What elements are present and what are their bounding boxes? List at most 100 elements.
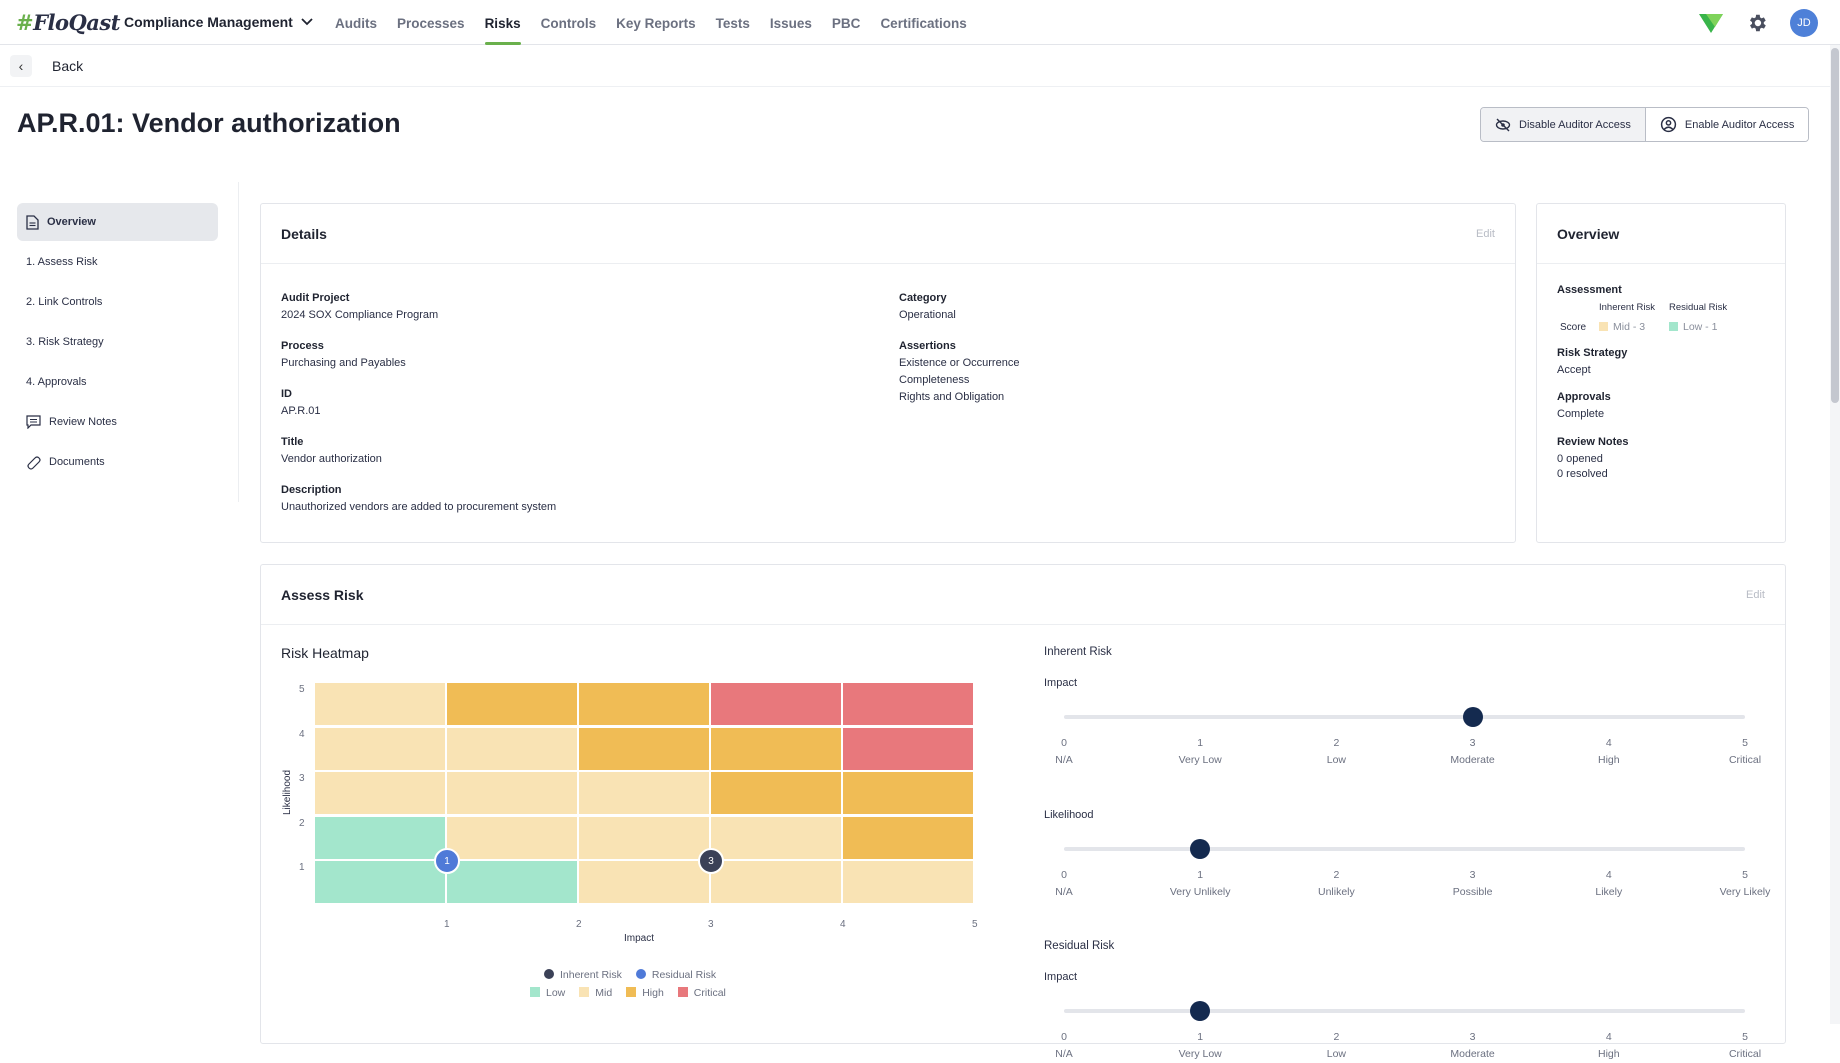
section-nav-assess-risk[interactable]: 1. Assess Risk <box>26 256 98 268</box>
slider-stop-label: Very Low <box>1178 754 1222 766</box>
legend-critical: Critical <box>677 987 726 999</box>
floqast-transform-icon[interactable] <box>1698 11 1724 35</box>
assertion-item: Existence or Occurrence <box>899 357 1020 369</box>
field-value: Vendor authorization <box>281 453 382 465</box>
nav-controls[interactable]: Controls <box>540 16 597 31</box>
nav-certifications[interactable]: Certifications <box>880 16 967 31</box>
section-nav-review-notes[interactable]: Review Notes <box>17 403 218 441</box>
section-nav-risk-strategy[interactable]: 3. Risk Strategy <box>26 336 104 348</box>
slider-thumb[interactable] <box>1190 1001 1211 1021</box>
nav-key-reports[interactable]: Key Reports <box>616 16 696 31</box>
assertion-item: Completeness <box>899 374 970 386</box>
heatmap-cell-mid <box>447 772 577 814</box>
nav-pbc[interactable]: PBC <box>831 16 861 31</box>
back-button[interactable]: Back <box>52 57 84 74</box>
slider-thumb[interactable] <box>1462 707 1483 727</box>
residual-risk-header: Residual Risk <box>1669 302 1728 313</box>
heatmap-cell-mid <box>843 861 973 903</box>
section-nav-link-controls[interactable]: 2. Link Controls <box>26 296 103 308</box>
slider-stop-label: High <box>1597 1048 1620 1060</box>
slider-stop-value: 0 <box>1061 737 1067 749</box>
section-nav-label: Overview <box>47 216 96 228</box>
high-swatch <box>626 987 637 997</box>
field-value: 2024 SOX Compliance Program <box>281 309 439 321</box>
residual-risk-marker[interactable]: 1 <box>434 848 460 874</box>
page-scrollbar-thumb[interactable] <box>1831 48 1839 403</box>
heatmap-cell-high <box>579 727 709 770</box>
document-icon <box>26 214 39 230</box>
assessment-block: Assessment Inherent Risk Residual Risk S… <box>1557 284 1777 333</box>
assess-risk-edit-button[interactable]: Edit <box>1746 588 1765 601</box>
slider-stop: 3 Moderate <box>1413 735 1533 769</box>
slider-thumb[interactable] <box>1190 839 1211 859</box>
user-avatar[interactable]: JD <box>1790 9 1818 37</box>
heatmap-cell-critical <box>843 683 973 725</box>
slider-stop-label: Moderate <box>1450 1048 1495 1060</box>
details-edit-button[interactable]: Edit <box>1476 227 1495 240</box>
module-name: Compliance Management <box>124 14 293 30</box>
heatmap-cell-high <box>447 683 577 725</box>
slider-stop-value: 4 <box>1605 737 1612 749</box>
enable-auditor-access-button[interactable]: Enable Auditor Access <box>1645 108 1809 141</box>
slider-stop-label: Likely <box>1595 886 1623 898</box>
nav-processes[interactable]: Processes <box>397 16 465 31</box>
risk-strategy-block: Risk Strategy Accept <box>1557 347 1627 378</box>
field-value: Operational <box>899 309 956 321</box>
floqast-logo[interactable]: #FloQast <box>16 10 120 35</box>
section-nav-label: Review Notes <box>49 416 117 428</box>
slider-stop-value: 0 <box>1061 1031 1067 1043</box>
slider-stop-label: Moderate <box>1450 754 1495 766</box>
slider-stop: 0 N/A <box>1004 867 1124 901</box>
slider-stop: 2 Unlikely <box>1276 867 1396 901</box>
inherent-risk-marker[interactable]: 3 <box>698 848 724 874</box>
slider-stop-value: 3 <box>1469 1031 1476 1043</box>
field-label: Audit Project <box>281 292 350 304</box>
section-nav-overview[interactable]: Overview <box>17 203 218 241</box>
slider-stop-label: High <box>1597 754 1620 766</box>
details-title: Details <box>281 225 327 242</box>
review-resolved: 0 resolved <box>1557 468 1608 480</box>
slider-stop-label: Unlikely <box>1318 886 1355 898</box>
heatmap-cell-high <box>843 772 973 814</box>
nav-risks[interactable]: Risks <box>475 0 531 45</box>
heatmap-cell-mid <box>315 683 445 725</box>
overview-header: Overview <box>1537 204 1785 264</box>
slider-track[interactable] <box>1064 715 1745 719</box>
main-nav: Audits Processes Risks Controls Key Repo… <box>325 0 977 45</box>
section-nav-documents[interactable]: Documents <box>17 443 218 481</box>
page-scrollbar[interactable] <box>1830 45 1840 1024</box>
field-label: Process <box>281 340 324 352</box>
gear-icon[interactable] <box>1746 12 1768 34</box>
heatmap-cell-mid <box>711 816 841 859</box>
slider-stop-label: Low <box>1326 754 1347 766</box>
overview-card: Overview Assessment Inherent Risk Residu… <box>1536 203 1786 543</box>
section-nav-approvals[interactable]: 4. Approvals <box>26 376 87 388</box>
disable-auditor-label: Disable Auditor Access <box>1519 118 1631 131</box>
audit-project-field: Audit Project 2024 SOX Compliance Progra… <box>281 292 438 321</box>
slider-stop-label: Very Low <box>1178 1048 1222 1060</box>
back-chevron-icon[interactable]: ‹ <box>10 54 32 77</box>
module-switcher[interactable]: Compliance Management <box>124 14 313 30</box>
heatmap-y-tick: 2 <box>299 817 305 829</box>
field-label: Title <box>281 436 304 448</box>
heatmap-xlabel: Impact <box>624 933 655 944</box>
slider-track[interactable] <box>1064 847 1745 851</box>
nav-issues[interactable]: Issues <box>769 16 812 31</box>
slider-stop: 2 Low <box>1276 735 1396 769</box>
field-label: ID <box>281 388 292 400</box>
slider-stop-value: 0 <box>1061 869 1067 881</box>
score-label: Score <box>1560 322 1587 333</box>
inherent-risk-title: Inherent Risk <box>1044 646 1112 658</box>
assessment-label: Assessment <box>1557 284 1622 296</box>
heatmap-cell-low <box>315 861 445 903</box>
heatmap-title: Risk Heatmap <box>281 645 369 661</box>
field-label: Description <box>281 484 342 496</box>
slider-track[interactable] <box>1064 1009 1745 1013</box>
slider-stop-value: 1 <box>1197 869 1204 881</box>
heatmap-cell-high <box>579 683 709 725</box>
disable-auditor-access-button[interactable]: Disable Auditor Access <box>1481 108 1646 141</box>
heatmap-cell-mid <box>579 816 709 859</box>
nav-tests[interactable]: Tests <box>715 16 750 31</box>
heatmap-cell-mid <box>447 816 577 859</box>
nav-audits[interactable]: Audits <box>335 16 377 31</box>
